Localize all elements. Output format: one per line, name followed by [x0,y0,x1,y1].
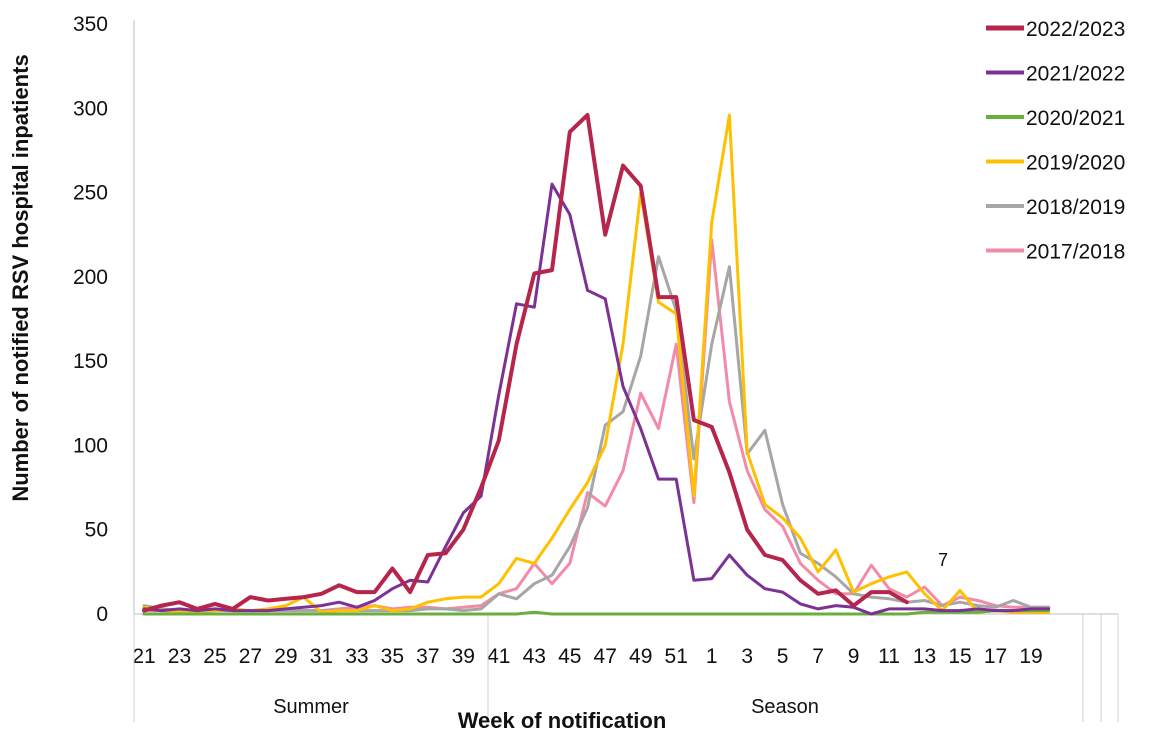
x-tick-label: 51 [665,645,688,668]
x-tick-label: 3 [741,645,753,668]
x-tick-label: 31 [310,645,333,668]
x-tick-label: 23 [168,645,191,668]
x-tick-label: 11 [878,645,900,668]
x-tick-label: 37 [416,645,439,668]
y-tick-label: 350 [73,13,108,36]
x-tick-label: 27 [239,645,262,668]
legend-label: 2022/2023 [1026,18,1125,41]
x-tick-label: 13 [913,645,936,668]
legend-label: 2019/2020 [1026,152,1125,175]
region-label-season: Season [751,696,819,718]
x-tick-label: 5 [777,645,789,668]
legend-label: 2020/2021 [1026,107,1125,130]
x-tick-label: 35 [381,645,404,668]
y-tick-label: 100 [73,434,108,457]
legend-label: 2018/2019 [1026,196,1125,219]
x-tick-label: 33 [345,645,368,668]
series-line-2022-2023 [142,113,909,613]
x-tick-label: 19 [1019,645,1042,668]
x-tick-label: 29 [274,645,297,668]
region-label-summer: Summer [273,696,349,718]
x-tick-label: 17 [984,645,1007,668]
series-line-2020-2021 [142,609,1051,616]
x-tick-label: 15 [948,645,971,668]
x-tick-label: 25 [203,645,226,668]
x-tick-label: 7 [812,645,824,668]
series-line-2019-2020 [142,113,1051,614]
x-tick-label: 43 [523,645,546,668]
x-tick-label: 49 [629,645,652,668]
x-tick-label: 21 [132,645,155,668]
x-tick-label: 1 [706,645,718,668]
series-line-2021-2022 [142,182,1051,616]
series-line-2018-2019 [142,255,1051,613]
y-axis-title: Number of notified RSV hospital inpatien… [8,54,33,501]
y-tick-label: 200 [73,266,108,289]
y-tick-label: 250 [73,182,108,205]
series-lines [142,113,1051,616]
y-tick-label: 50 [85,519,108,542]
legend: 2022/2023 2021/2022 2020/2021 2019/2020 2018… [986,18,1125,264]
x-tick-label: 39 [452,645,475,668]
y-tick-label: 300 [73,97,108,120]
x-tick-label: 45 [558,645,581,668]
y-tick-label: 0 [96,603,108,626]
legend-label: 2021/2022 [1026,63,1125,86]
x-tick-label: 9 [848,645,860,668]
x-tick-label: 41 [487,645,510,668]
legend-label: 2017/2018 [1026,241,1125,264]
y-tick-label: 150 [73,350,108,373]
x-tick-label: 47 [594,645,617,668]
x-axis-title: Week of notification [458,708,667,733]
data-annotation-label: 7 [938,550,948,570]
